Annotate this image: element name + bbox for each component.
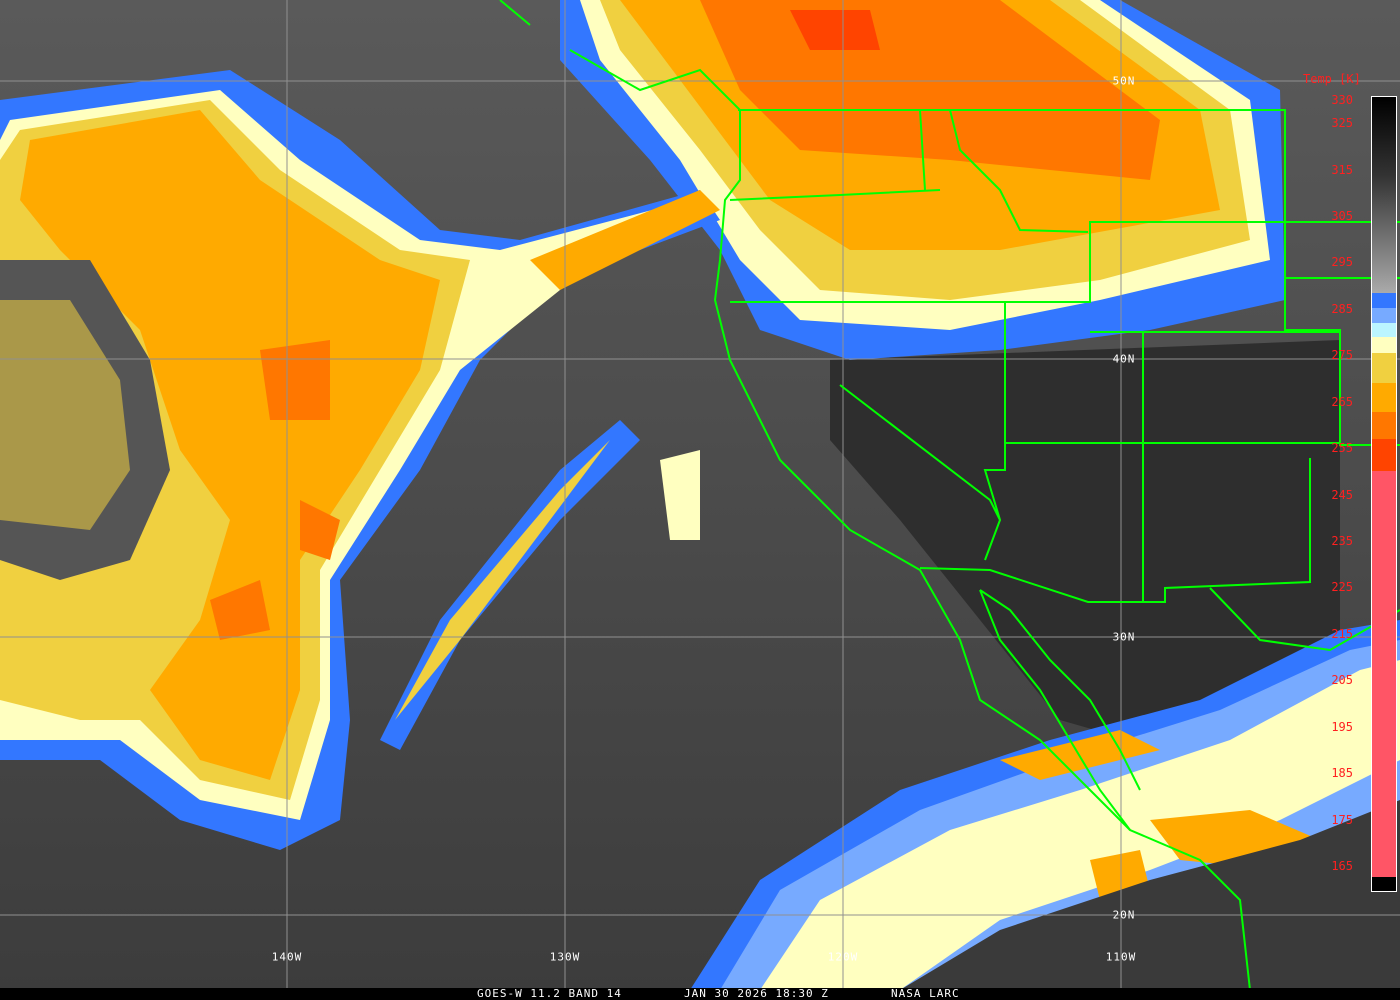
colorbar-tick: 330 xyxy=(1331,93,1353,107)
colorbar-tick: 235 xyxy=(1331,534,1353,549)
lon-label-130w: 130W xyxy=(549,950,581,964)
cloud-southern-band xyxy=(690,620,1400,990)
cloud-streaks xyxy=(380,190,720,750)
cloud-northwest-band xyxy=(560,0,1285,360)
colorbar-tick: 215 xyxy=(1331,626,1353,641)
colorbar-tick: 195 xyxy=(1331,719,1353,734)
lat-label-40n: 40N xyxy=(1112,352,1136,366)
colorbar-tick: 295 xyxy=(1331,255,1353,270)
colorbar-tick: 225 xyxy=(1331,580,1353,595)
legend-title: Temp [K] xyxy=(1303,72,1361,86)
colorbar-tick: 325 xyxy=(1331,116,1353,131)
lon-label-120w: 120W xyxy=(827,950,859,964)
colorbar-tick: 275 xyxy=(1331,348,1353,363)
caption-satellite: GOES-W 11.2 BAND 14 xyxy=(477,987,622,1000)
colorbar-tick: 175 xyxy=(1331,812,1353,827)
land-clear-sky xyxy=(830,340,1340,760)
colorbar-tick: 315 xyxy=(1331,162,1353,177)
colorbar-tick: 305 xyxy=(1331,209,1353,224)
temperature-colorbar xyxy=(1371,96,1397,892)
colorbar-tick: 185 xyxy=(1331,766,1353,781)
image-caption: GOES-W 11.2 BAND 14 JAN 30 2026 18:30 Z … xyxy=(0,988,1400,1000)
colorbar-tick: 265 xyxy=(1331,394,1353,409)
political-borders xyxy=(499,0,1400,991)
lat-label-20n: 20N xyxy=(1112,908,1136,922)
caption-source: NASA LARC xyxy=(891,987,960,1000)
lat-label-50n: 50N xyxy=(1112,74,1136,88)
lon-label-110w: 110W xyxy=(1105,950,1137,964)
lat-label-30n: 30N xyxy=(1112,630,1136,644)
colorbar-tick: 205 xyxy=(1331,673,1353,688)
lon-label-140w: 140W xyxy=(271,950,303,964)
colorbar-tick: 255 xyxy=(1331,441,1353,456)
colorbar-tick: 165 xyxy=(1331,859,1353,873)
colorbar-tick: 245 xyxy=(1331,487,1353,502)
colorbar-segments xyxy=(1372,97,1396,891)
caption-datetime: JAN 30 2026 18:30 Z xyxy=(684,987,829,1000)
colorbar-tick: 285 xyxy=(1331,301,1353,316)
